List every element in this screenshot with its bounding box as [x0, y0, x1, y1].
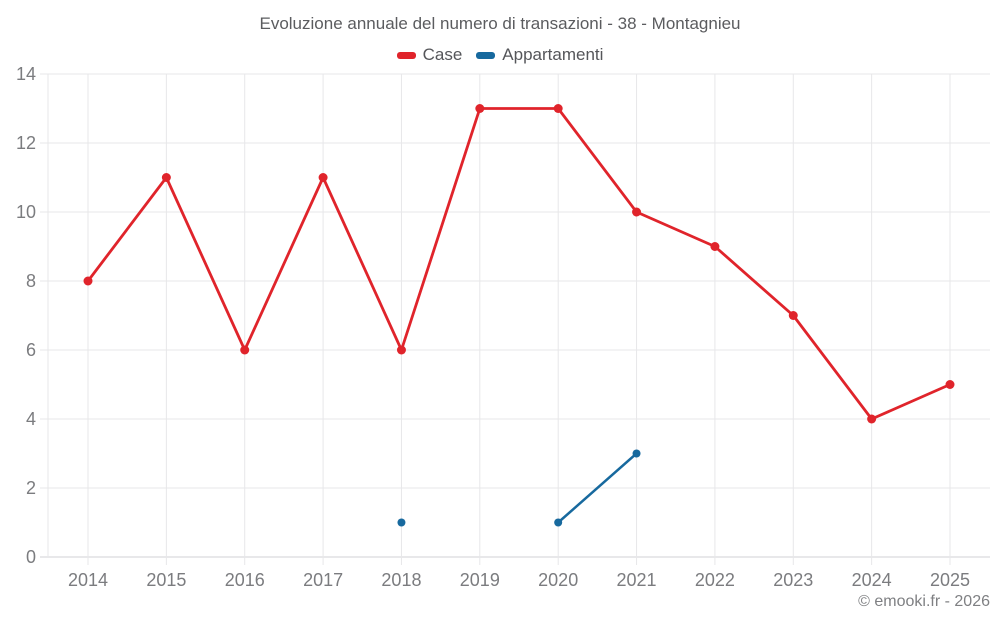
- x-tick-label-2022: 2022: [695, 570, 735, 590]
- appartamenti-point-2021[interactable]: [632, 449, 641, 458]
- legend-swatch-appartamenti-icon: [476, 51, 496, 59]
- legend-swatch-case-icon: [396, 51, 416, 59]
- x-tick-label-2018: 2018: [381, 570, 421, 590]
- case-point-2020[interactable]: [553, 104, 563, 113]
- y-tick-label-0: 0: [26, 547, 36, 567]
- case-point-2016[interactable]: [240, 345, 250, 355]
- x-tick-label-2014: 2014: [68, 570, 108, 590]
- y-tick-label-6: 6: [26, 340, 36, 360]
- y-tick-label-2: 2: [26, 478, 36, 498]
- case-point-2015[interactable]: [161, 173, 171, 182]
- y-tick-label-10: 10: [16, 202, 36, 222]
- legend-item-case[interactable]: Case: [396, 45, 463, 65]
- case-point-2018[interactable]: [396, 345, 406, 355]
- copyright-text: © emooki.fr - 2026: [858, 593, 990, 610]
- legend-label-case: Case: [422, 45, 463, 64]
- x-tick-label-2017: 2017: [303, 570, 343, 590]
- legend: Case Appartamenti: [0, 44, 1000, 66]
- appartamenti-point-2020[interactable]: [554, 518, 563, 527]
- case-point-2014[interactable]: [83, 276, 93, 286]
- case-point-2022[interactable]: [710, 242, 720, 251]
- y-tick-label-14: 14: [16, 64, 36, 84]
- x-tick-label-2019: 2019: [460, 570, 500, 590]
- legend-item-appartamenti[interactable]: Appartamenti: [476, 45, 603, 65]
- case-point-2021[interactable]: [632, 207, 642, 217]
- x-tick-label-2024: 2024: [852, 570, 892, 590]
- case-point-2017[interactable]: [318, 173, 328, 182]
- case-point-2025[interactable]: [945, 380, 955, 389]
- y-tick-label-4: 4: [26, 409, 36, 429]
- x-tick-label-2025: 2025: [930, 570, 970, 590]
- case-point-2019[interactable]: [475, 104, 485, 113]
- y-tick-label-8: 8: [26, 271, 36, 291]
- case-line: [86, 107, 952, 421]
- x-tick-label-2021: 2021: [617, 570, 657, 590]
- case-point-2023[interactable]: [788, 311, 798, 320]
- legend-label-appartamenti: Appartamenti: [502, 45, 604, 64]
- x-tick-label-2016: 2016: [225, 570, 265, 590]
- appartamenti-line: [556, 452, 638, 524]
- x-tick-label-2023: 2023: [773, 570, 813, 590]
- appartamenti-point-2018[interactable]: [397, 518, 406, 527]
- case-point-2024[interactable]: [867, 414, 877, 424]
- x-tick-label-2020: 2020: [538, 570, 578, 590]
- y-tick-label-12: 12: [16, 133, 36, 153]
- chart-title: Evoluzione annuale del numero di transaz…: [259, 14, 741, 33]
- x-tick-label-2015: 2015: [146, 570, 186, 590]
